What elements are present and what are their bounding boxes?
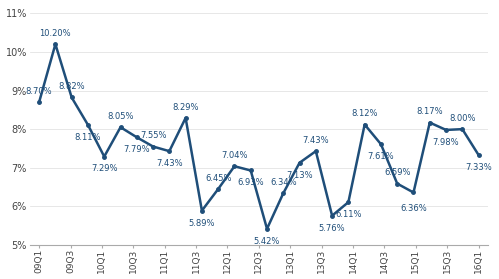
Text: 8.29%: 8.29%: [172, 103, 199, 112]
Text: 7.55%: 7.55%: [140, 131, 166, 140]
Text: 7.79%: 7.79%: [123, 145, 150, 154]
Text: 7.29%: 7.29%: [91, 164, 117, 174]
Text: 7.43%: 7.43%: [302, 136, 329, 145]
Text: 6.93%: 6.93%: [238, 178, 264, 187]
Text: 5.76%: 5.76%: [319, 223, 345, 232]
Text: 6.59%: 6.59%: [384, 168, 411, 177]
Text: 6.34%: 6.34%: [270, 178, 296, 187]
Text: 8.11%: 8.11%: [75, 133, 101, 142]
Text: 7.43%: 7.43%: [156, 159, 183, 168]
Text: 8.12%: 8.12%: [351, 109, 378, 118]
Text: 6.45%: 6.45%: [205, 174, 232, 183]
Text: 8.00%: 8.00%: [449, 114, 476, 123]
Text: 8.70%: 8.70%: [26, 87, 52, 96]
Text: 6.11%: 6.11%: [335, 210, 362, 219]
Text: 6.36%: 6.36%: [400, 204, 427, 213]
Text: 7.98%: 7.98%: [433, 138, 460, 147]
Text: 10.20%: 10.20%: [39, 29, 71, 38]
Text: 7.13%: 7.13%: [286, 171, 313, 180]
Text: 7.04%: 7.04%: [221, 151, 248, 160]
Text: 8.05%: 8.05%: [107, 112, 134, 121]
Text: 5.42%: 5.42%: [254, 237, 280, 246]
Text: 7.33%: 7.33%: [465, 163, 492, 172]
Text: 8.17%: 8.17%: [417, 107, 443, 116]
Text: 7.61%: 7.61%: [368, 152, 394, 161]
Text: 8.82%: 8.82%: [58, 82, 85, 91]
Text: 5.89%: 5.89%: [189, 218, 215, 227]
